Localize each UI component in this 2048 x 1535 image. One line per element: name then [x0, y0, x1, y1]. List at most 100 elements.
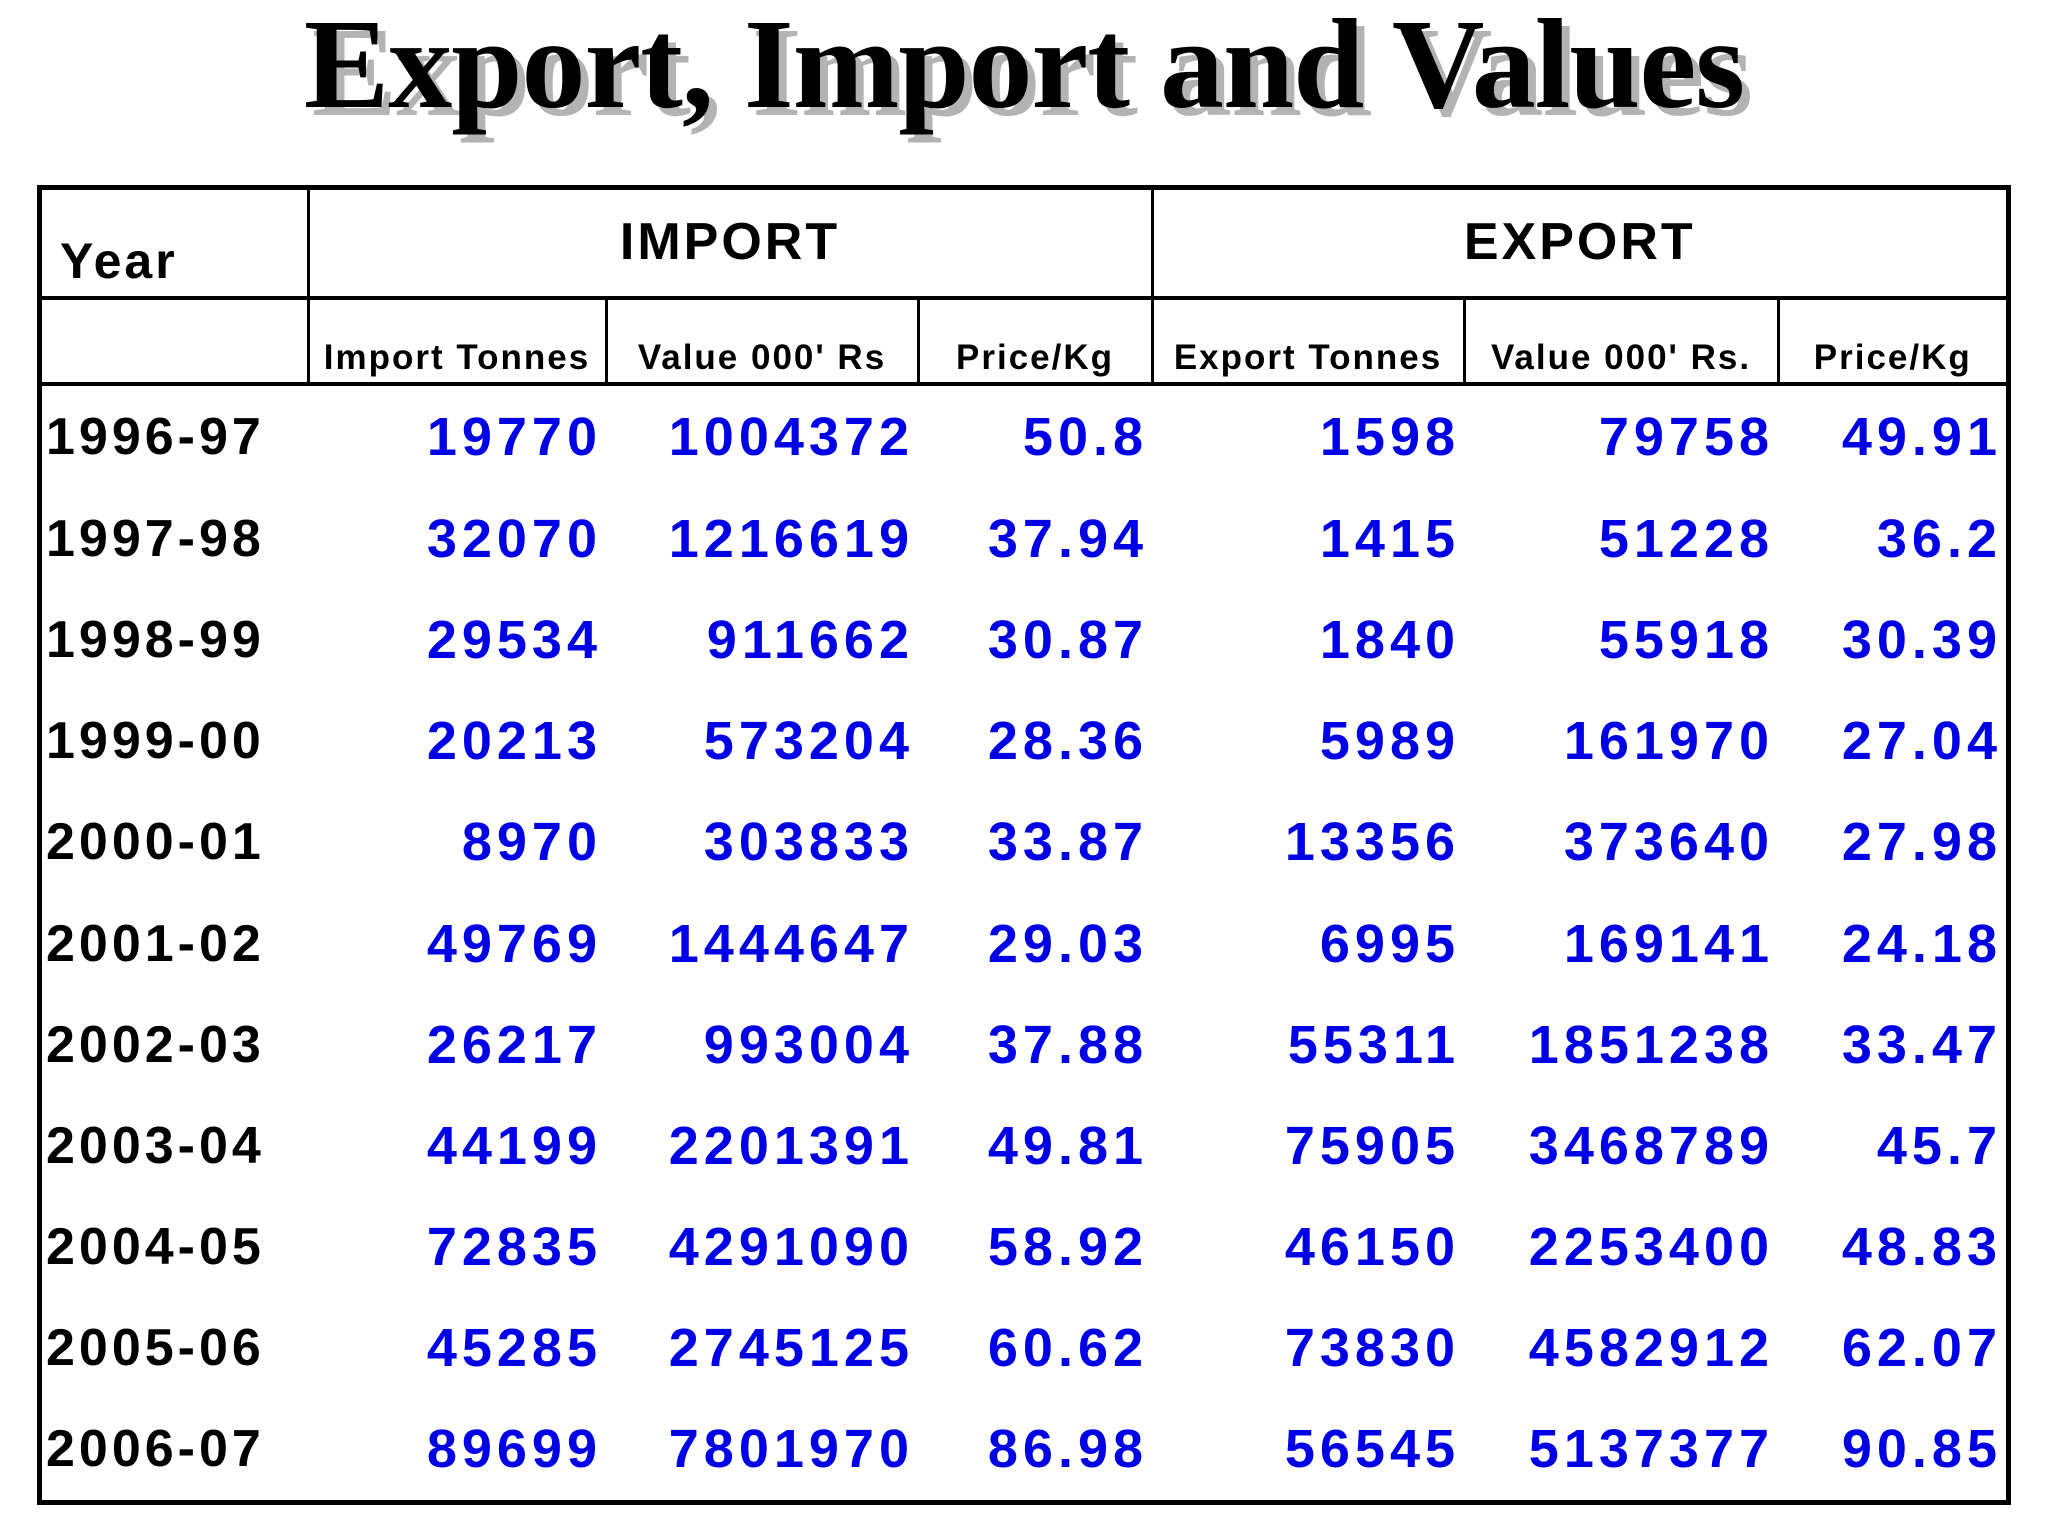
export-price-cell: 62.07	[1841, 1318, 2002, 1379]
import-value-cell: 1216619	[668, 508, 914, 569]
export-tonnes-cell: 6995	[1319, 913, 1461, 974]
group-header-row: Year IMPORT EXPORT	[42, 190, 2006, 300]
import-tonnes-cell: 49769	[426, 913, 602, 974]
import-value-header: Value 000' Rs	[604, 298, 918, 386]
export-tonnes-cell: 73830	[1284, 1318, 1461, 1379]
year-subheader-blank	[42, 298, 308, 386]
import-price-cell: 37.88	[987, 1014, 1149, 1075]
import-tonnes-cell: 19770	[426, 407, 602, 468]
year-cell: 1996-97	[46, 408, 265, 467]
table-row: 1996-97 19770 1004372 50.8 1598 79758 49.91	[42, 384, 2006, 488]
export-price-cell: 33.47	[1841, 1014, 2002, 1075]
import-value-cell: 7801970	[668, 1419, 914, 1480]
import-price-cell: 28.36	[987, 711, 1149, 772]
year-cell: 1999-00	[46, 712, 265, 771]
export-tonnes-cell: 13356	[1284, 812, 1461, 873]
import-price-cell: 30.87	[987, 610, 1149, 671]
import-tonnes-cell: 44199	[426, 1115, 602, 1176]
import-price-cell: 60.62	[987, 1318, 1149, 1379]
table-row: 2004-05 72835 4291090 58.92 46150 2253400 48.8…	[42, 1196, 2006, 1297]
table-row: 2005-06 45285 2745125 60.62 73830 4582912 62.0…	[42, 1298, 2006, 1399]
import-value-cell: 1444647	[668, 913, 914, 974]
import-price-cell: 86.98	[987, 1419, 1149, 1480]
table-row: 2001-02 49769 1444647 29.03 6995 169141 24.18	[42, 893, 2006, 994]
import-tonnes-cell: 45285	[426, 1318, 602, 1379]
import-value-cell: 573204	[703, 711, 914, 772]
year-cell: 2005-06	[46, 1319, 265, 1378]
export-value-cell: 79758	[1598, 407, 1775, 468]
export-tonnes-cell: 1415	[1319, 508, 1461, 569]
import-value-cell: 2201391	[668, 1115, 914, 1176]
table-row: 2000-01 8970 303833 33.87 13356 373640 27.98	[42, 792, 2006, 893]
export-tonnes-header: Export Tonnes	[1150, 298, 1465, 386]
import-value-cell: 1004372	[668, 407, 914, 468]
year-cell: 2000-01	[46, 813, 265, 872]
export-value-cell: 5137377	[1528, 1419, 1775, 1480]
export-tonnes-cell: 46150	[1284, 1217, 1461, 1277]
import-price-cell: 49.81	[987, 1115, 1149, 1176]
export-price-cell: 27.04	[1841, 711, 2002, 772]
export-value-header: Value 000' Rs.	[1462, 298, 1779, 386]
export-tonnes-cell: 5989	[1319, 711, 1461, 772]
import-tonnes-header: Import Tonnes	[306, 298, 606, 386]
table-body: 1996-97 19770 1004372 50.8 1598 79758 49.91 199…	[42, 384, 2006, 1500]
year-cell: 2006-07	[46, 1420, 265, 1479]
export-price-cell: 36.2	[1876, 508, 2002, 569]
import-tonnes-cell: 89699	[426, 1419, 602, 1480]
export-import-table: Year IMPORT EXPORT Import Tonnes Value 0…	[42, 190, 2006, 1500]
year-cell: 2002-03	[46, 1015, 265, 1074]
import-value-cell: 911662	[706, 610, 914, 671]
export-tonnes-cell: 1598	[1319, 407, 1461, 468]
import-tonnes-cell: 72835	[426, 1217, 602, 1277]
export-group-header: EXPORT	[1150, 190, 2006, 300]
year-cell: 2004-05	[46, 1218, 265, 1276]
import-value-cell: 303833	[703, 812, 914, 873]
export-value-cell: 3468789	[1528, 1115, 1775, 1176]
table-row: 1997-98 32070 1216619 37.94 1415 51228 36.2	[42, 488, 2006, 589]
table-row: 2006-07 89699 7801970 86.98 56545 5137377 90.8…	[42, 1399, 2006, 1500]
year-column-header: Year	[42, 190, 308, 300]
data-table-frame: Year IMPORT EXPORT Import Tonnes Value 0…	[37, 185, 2011, 1505]
year-cell: 2003-04	[46, 1116, 265, 1175]
export-value-cell: 51228	[1598, 508, 1775, 569]
export-tonnes-cell: 56545	[1284, 1419, 1461, 1480]
year-cell: 1997-98	[46, 509, 265, 568]
export-tonnes-cell: 1840	[1319, 610, 1461, 671]
import-price-cell: 33.87	[987, 812, 1149, 873]
export-price-cell: 45.7	[1876, 1115, 2002, 1176]
export-value-cell: 55918	[1598, 610, 1775, 671]
import-price-cell: 29.03	[987, 913, 1149, 974]
export-value-cell: 2253400	[1528, 1217, 1775, 1277]
import-price-cell: 37.94	[987, 508, 1149, 569]
export-price-cell: 48.83	[1841, 1217, 2002, 1277]
import-tonnes-cell: 26217	[426, 1014, 602, 1075]
export-value-cell: 4582912	[1528, 1318, 1775, 1379]
export-value-cell: 1851238	[1528, 1014, 1775, 1075]
import-price-cell: 58.92	[987, 1217, 1149, 1277]
import-tonnes-cell: 32070	[426, 508, 602, 569]
import-group-header: IMPORT	[306, 190, 1153, 300]
import-tonnes-cell: 29534	[426, 610, 602, 671]
export-price-cell: 27.98	[1841, 812, 2002, 873]
year-cell: 2001-02	[46, 914, 265, 973]
page-title: Export, Import and Values	[303, 0, 1745, 135]
import-price-cell: 50.8	[1022, 407, 1149, 468]
import-tonnes-cell: 20213	[426, 711, 602, 772]
export-tonnes-cell: 75905	[1284, 1115, 1461, 1176]
table-row: 2003-04 44199 2201391 49.81 75905 3468789 45.7	[42, 1095, 2006, 1196]
import-price-header: Price/Kg	[916, 298, 1153, 386]
export-price-cell: 90.85	[1841, 1419, 2002, 1480]
import-value-cell: 4291090	[668, 1217, 914, 1277]
year-cell: 1998-99	[46, 611, 265, 670]
export-value-cell: 373640	[1563, 812, 1775, 873]
import-value-cell: 993004	[703, 1014, 914, 1075]
export-value-cell: 169141	[1563, 913, 1775, 974]
table-row: 2002-03 26217 993004 37.88 55311 1851238 33.47	[42, 994, 2006, 1095]
sub-header-row: Import Tonnes Value 000' Rs Price/Kg Exp…	[42, 298, 2006, 386]
export-price-cell: 24.18	[1841, 913, 2002, 974]
export-price-cell: 49.91	[1841, 407, 2002, 468]
table-row: 1999-00 20213 573204 28.36 5989 161970 27.04	[42, 691, 2006, 792]
export-price-header: Price/Kg	[1776, 298, 2006, 386]
import-value-cell: 2745125	[668, 1318, 914, 1379]
export-tonnes-cell: 55311	[1287, 1014, 1461, 1075]
